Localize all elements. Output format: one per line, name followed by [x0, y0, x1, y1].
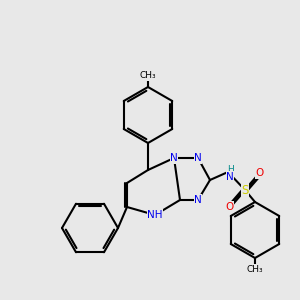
Text: O: O	[256, 168, 264, 178]
Text: N: N	[170, 153, 178, 163]
Text: CH₃: CH₃	[140, 71, 156, 80]
Text: O: O	[225, 202, 233, 212]
Text: N: N	[226, 172, 234, 182]
Text: H: H	[226, 166, 233, 175]
Text: NH: NH	[147, 210, 163, 220]
Text: CH₃: CH₃	[247, 265, 263, 274]
Text: N: N	[194, 195, 202, 205]
Text: S: S	[241, 184, 249, 196]
Text: N: N	[194, 153, 202, 163]
